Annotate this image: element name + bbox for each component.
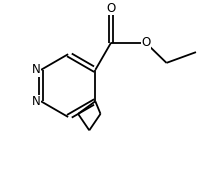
Text: N: N	[32, 95, 40, 108]
Text: O: O	[141, 36, 150, 49]
Text: O: O	[106, 2, 116, 15]
Text: N: N	[32, 63, 40, 76]
